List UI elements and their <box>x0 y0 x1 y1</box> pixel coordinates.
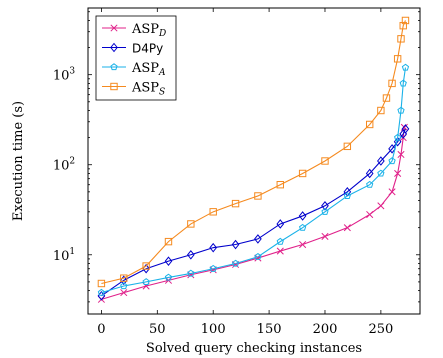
series-line <box>101 67 407 294</box>
data-point <box>397 106 405 114</box>
series-3 <box>97 16 410 288</box>
data-point <box>254 252 262 260</box>
data-point <box>321 157 329 165</box>
data-point <box>366 180 374 188</box>
data-point <box>388 157 396 165</box>
data-point <box>397 35 405 43</box>
data-point <box>399 21 407 30</box>
data-point <box>164 237 173 246</box>
legend-item: D4Py <box>102 42 163 56</box>
data-point <box>298 223 307 231</box>
legend-label: ASPA <box>131 61 166 78</box>
y-axis-label: Execution time (s) <box>11 101 26 221</box>
data-point <box>365 168 374 179</box>
data-point <box>388 79 396 88</box>
data-point <box>343 224 351 232</box>
axes: 0 50 100 150 200 250 101 102 103 <box>53 7 421 337</box>
data-point <box>187 220 195 228</box>
x-tick-label: 50 <box>149 322 166 337</box>
data-point <box>321 232 329 240</box>
data-point <box>377 202 385 210</box>
x-tick-label: 0 <box>97 322 105 337</box>
data-point <box>209 208 217 216</box>
series-line <box>101 128 406 297</box>
data-point <box>254 234 262 244</box>
data-point <box>399 79 407 87</box>
data-point <box>299 240 307 249</box>
data-point <box>343 192 351 200</box>
data-point <box>394 169 402 178</box>
data-point <box>231 239 240 250</box>
data-point <box>298 169 307 178</box>
legend-marker <box>110 24 118 32</box>
data-point <box>276 219 285 229</box>
data-point <box>365 120 374 129</box>
legend-item: ASPS <box>102 81 165 98</box>
data-point <box>377 106 385 115</box>
data-point <box>231 199 240 208</box>
y-tick-label: 101 <box>53 247 75 264</box>
data-point <box>187 249 195 260</box>
data-point <box>343 142 352 151</box>
x-tick-label: 100 <box>201 322 226 337</box>
legend-marker <box>110 42 118 53</box>
data-point <box>142 278 150 285</box>
data-point <box>401 63 410 71</box>
series-line <box>101 20 406 285</box>
series-line <box>101 127 405 300</box>
data-point <box>388 144 396 154</box>
data-point <box>394 133 402 141</box>
x-tick-label: 250 <box>368 322 393 337</box>
legend-label: D4Py <box>132 42 163 56</box>
legend-item: ASPA <box>102 61 166 78</box>
data-point <box>298 211 307 221</box>
x-tick-label: 150 <box>257 322 282 337</box>
data-point <box>187 269 195 277</box>
data-point <box>401 16 410 25</box>
data-point <box>397 150 405 159</box>
data-point <box>382 94 391 102</box>
legend-item: ASPD <box>102 22 166 39</box>
x-axis-label: Solved query checking instances <box>146 341 362 356</box>
data-point <box>276 181 284 189</box>
data-point <box>321 200 329 211</box>
data-point <box>142 262 150 270</box>
x-tick-label: 200 <box>313 322 338 337</box>
data-point <box>254 192 262 200</box>
legend-marker <box>110 82 118 91</box>
series-layer <box>97 16 410 303</box>
data-point <box>97 279 106 288</box>
data-point <box>209 242 218 253</box>
legend-label: ASPD <box>131 22 166 39</box>
data-point <box>366 210 374 219</box>
y-tick-label: 102 <box>53 157 75 174</box>
data-point <box>401 124 410 134</box>
data-point <box>276 247 284 255</box>
data-point <box>388 188 396 196</box>
data-point <box>164 273 173 281</box>
data-point <box>377 169 385 177</box>
data-point <box>209 264 217 272</box>
legend: ASPD D4Py ASPA ASPS <box>95 15 177 101</box>
data-point <box>120 274 128 282</box>
series-1 <box>97 124 410 301</box>
data-point <box>120 289 128 297</box>
legend-label: ASPS <box>131 81 165 98</box>
data-point <box>164 256 173 266</box>
data-point <box>393 55 402 63</box>
data-point <box>120 282 128 290</box>
y-tick-label: 103 <box>53 67 76 84</box>
data-point <box>377 156 385 166</box>
data-point <box>231 259 240 267</box>
data-point <box>97 288 106 296</box>
plot-frame <box>87 7 421 315</box>
data-point <box>276 237 284 245</box>
series-0 <box>97 123 408 303</box>
series-2 <box>97 63 410 296</box>
data-point <box>321 208 329 215</box>
legend-marker <box>110 63 118 71</box>
